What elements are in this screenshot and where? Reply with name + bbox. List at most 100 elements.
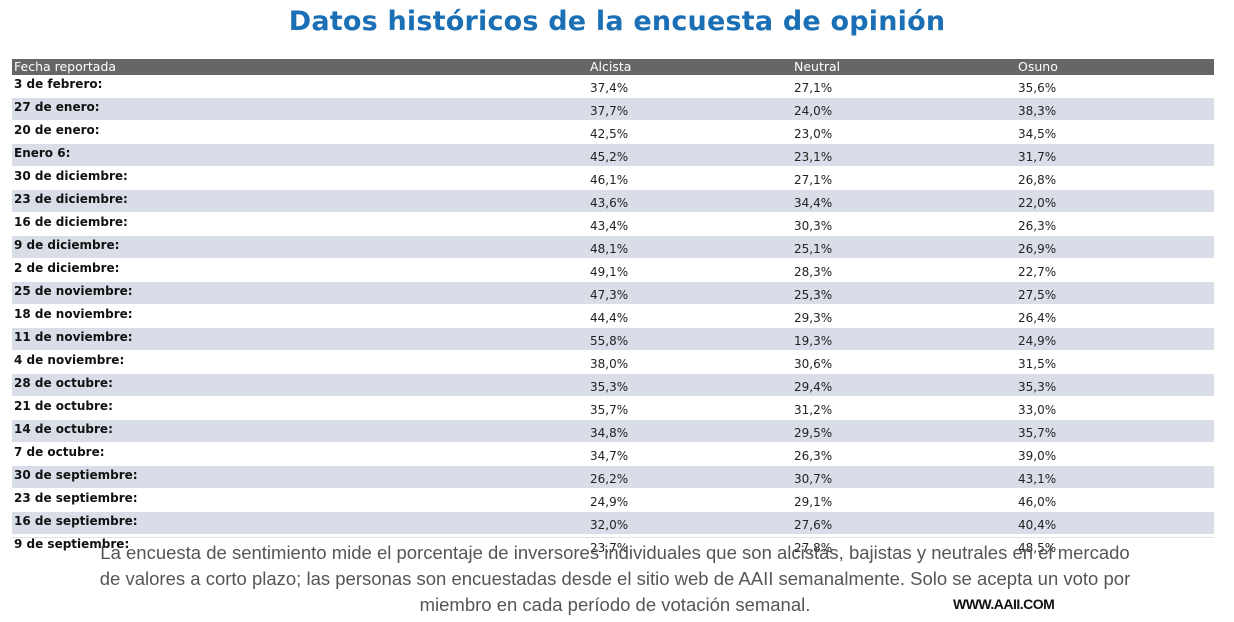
bullish-cell: 35,3% (590, 380, 629, 394)
date-cell: 7 de octubre: (14, 445, 105, 459)
table-row: 11 de noviembre: 55,8% 19,3% 24,9% (12, 328, 1214, 351)
table-row: 16 de septiembre: 32,0% 27,6% 40,4% (12, 512, 1214, 535)
table-row: 25 de noviembre: 47,3% 25,3% 27,5% (12, 282, 1214, 305)
bearish-cell: 31,5% (1018, 357, 1057, 371)
date-cell: 2 de diciembre: (14, 261, 120, 275)
header-bullish: Alcista (590, 59, 632, 74)
table-row: 20 de enero: 42,5% 23,0% 34,5% (12, 121, 1214, 144)
neutral-cell: 27,1% (794, 81, 833, 95)
neutral-cell: 27,8% (794, 541, 833, 555)
table-body: 3 de febrero: 37,4% 27,1% 35,6% 27 de enero:… (12, 75, 1214, 558)
table-header: Fecha reportada Alcista Neutral Osuno (12, 59, 1214, 75)
bearish-cell: 35,6% (1018, 81, 1057, 95)
table-row: 2 de diciembre: 49,1% 28,3% 22,7% (12, 259, 1214, 282)
source-label: WWW.AAII.COM (953, 596, 1055, 612)
bullish-cell: 35,7% (590, 403, 629, 417)
neutral-cell: 30,6% (794, 357, 833, 371)
date-cell: 25 de noviembre: (14, 284, 133, 298)
neutral-cell: 27,6% (794, 518, 833, 532)
header-neutral: Neutral (794, 59, 841, 74)
date-cell: 30 de septiembre: (14, 468, 138, 482)
table-bottom-rule (12, 537, 1214, 538)
neutral-cell: 29,1% (794, 495, 833, 509)
neutral-cell: 30,3% (794, 219, 833, 233)
bearish-cell: 40,4% (1018, 518, 1057, 532)
sentiment-table: Fecha reportada Alcista Neutral Osuno 3 … (12, 59, 1214, 558)
bullish-cell: 37,4% (590, 81, 629, 95)
date-cell: 18 de noviembre: (14, 307, 133, 321)
date-cell: 23 de septiembre: (14, 491, 138, 505)
bearish-cell: 27,5% (1018, 288, 1057, 302)
bearish-cell: 35,7% (1018, 426, 1057, 440)
date-cell: 3 de febrero: (14, 77, 103, 91)
neutral-cell: 19,3% (794, 334, 833, 348)
date-cell: 14 de octubre: (14, 422, 113, 436)
neutral-cell: 30,7% (794, 472, 833, 486)
table-row: 23 de diciembre: 43,6% 34,4% 22,0% (12, 190, 1214, 213)
table-row: 9 de septiembre: 23,7% 27,8% 48,5% (12, 535, 1214, 558)
neutral-cell: 24,0% (794, 104, 833, 118)
bullish-cell: 23,7% (590, 541, 629, 555)
bullish-cell: 44,4% (590, 311, 629, 325)
neutral-cell: 28,3% (794, 265, 833, 279)
bearish-cell: 31,7% (1018, 150, 1057, 164)
table-row: 7 de octubre: 34,7% 26,3% 39,0% (12, 443, 1214, 466)
bullish-cell: 48,1% (590, 242, 629, 256)
table-row: 4 de noviembre: 38,0% 30,6% 31,5% (12, 351, 1214, 374)
table-row: Enero 6: 45,2% 23,1% 31,7% (12, 144, 1214, 167)
bearish-cell: 46,0% (1018, 495, 1057, 509)
neutral-cell: 27,1% (794, 173, 833, 187)
header-bearish: Osuno (1018, 59, 1058, 74)
date-cell: 21 de octubre: (14, 399, 113, 413)
table-row: 18 de noviembre: 44,4% 29,3% 26,4% (12, 305, 1214, 328)
table-row: 27 de enero: 37,7% 24,0% 38,3% (12, 98, 1214, 121)
table-row: 21 de octubre: 35,7% 31,2% 33,0% (12, 397, 1214, 420)
neutral-cell: 29,4% (794, 380, 833, 394)
bearish-cell: 22,0% (1018, 196, 1057, 210)
bearish-cell: 26,8% (1018, 173, 1057, 187)
neutral-cell: 31,2% (794, 403, 833, 417)
bullish-cell: 26,2% (590, 472, 629, 486)
page-title: Datos históricos de la encuesta de opini… (288, 6, 946, 37)
date-cell: 9 de diciembre: (14, 238, 120, 252)
bearish-cell: 39,0% (1018, 449, 1057, 463)
bearish-cell: 35,3% (1018, 380, 1057, 394)
neutral-cell: 34,4% (794, 196, 833, 210)
date-cell: Enero 6: (14, 146, 71, 160)
date-cell: 30 de diciembre: (14, 169, 128, 183)
neutral-cell: 29,5% (794, 426, 833, 440)
header-date: Fecha reportada (14, 59, 117, 74)
table-row: 28 de octubre: 35,3% 29,4% 35,3% (12, 374, 1214, 397)
bearish-cell: 26,3% (1018, 219, 1057, 233)
bearish-cell: 33,0% (1018, 403, 1057, 417)
bullish-cell: 45,2% (590, 150, 629, 164)
table-row: 30 de diciembre: 46,1% 27,1% 26,8% (12, 167, 1214, 190)
bullish-cell: 43,6% (590, 196, 629, 210)
bullish-cell: 49,1% (590, 265, 629, 279)
bearish-cell: 48,5% (1018, 541, 1057, 555)
date-cell: 27 de enero: (14, 100, 100, 114)
bullish-cell: 55,8% (590, 334, 629, 348)
bullish-cell: 34,7% (590, 449, 629, 463)
bullish-cell: 32,0% (590, 518, 629, 532)
footnote: La encuesta de sentimiento mide el porce… (99, 542, 1131, 615)
neutral-cell: 25,1% (794, 242, 833, 256)
table-row: 14 de octubre: 34,8% 29,5% 35,7% (12, 420, 1214, 443)
bearish-cell: 43,1% (1018, 472, 1057, 486)
date-cell: 16 de septiembre: (14, 514, 138, 528)
neutral-cell: 29,3% (794, 311, 833, 325)
date-cell: 20 de enero: (14, 123, 100, 137)
bearish-cell: 38,3% (1018, 104, 1057, 118)
bullish-cell: 47,3% (590, 288, 629, 302)
date-cell: 4 de noviembre: (14, 353, 125, 367)
bearish-cell: 34,5% (1018, 127, 1057, 141)
table-row: 9 de diciembre: 48,1% 25,1% 26,9% (12, 236, 1214, 259)
table-row: 23 de septiembre: 24,9% 29,1% 46,0% (12, 489, 1214, 512)
date-cell: 28 de octubre: (14, 376, 113, 390)
neutral-cell: 23,1% (794, 150, 833, 164)
bullish-cell: 37,7% (590, 104, 629, 118)
neutral-cell: 26,3% (794, 449, 833, 463)
bullish-cell: 42,5% (590, 127, 629, 141)
neutral-cell: 23,0% (794, 127, 833, 141)
bullish-cell: 38,0% (590, 357, 629, 371)
